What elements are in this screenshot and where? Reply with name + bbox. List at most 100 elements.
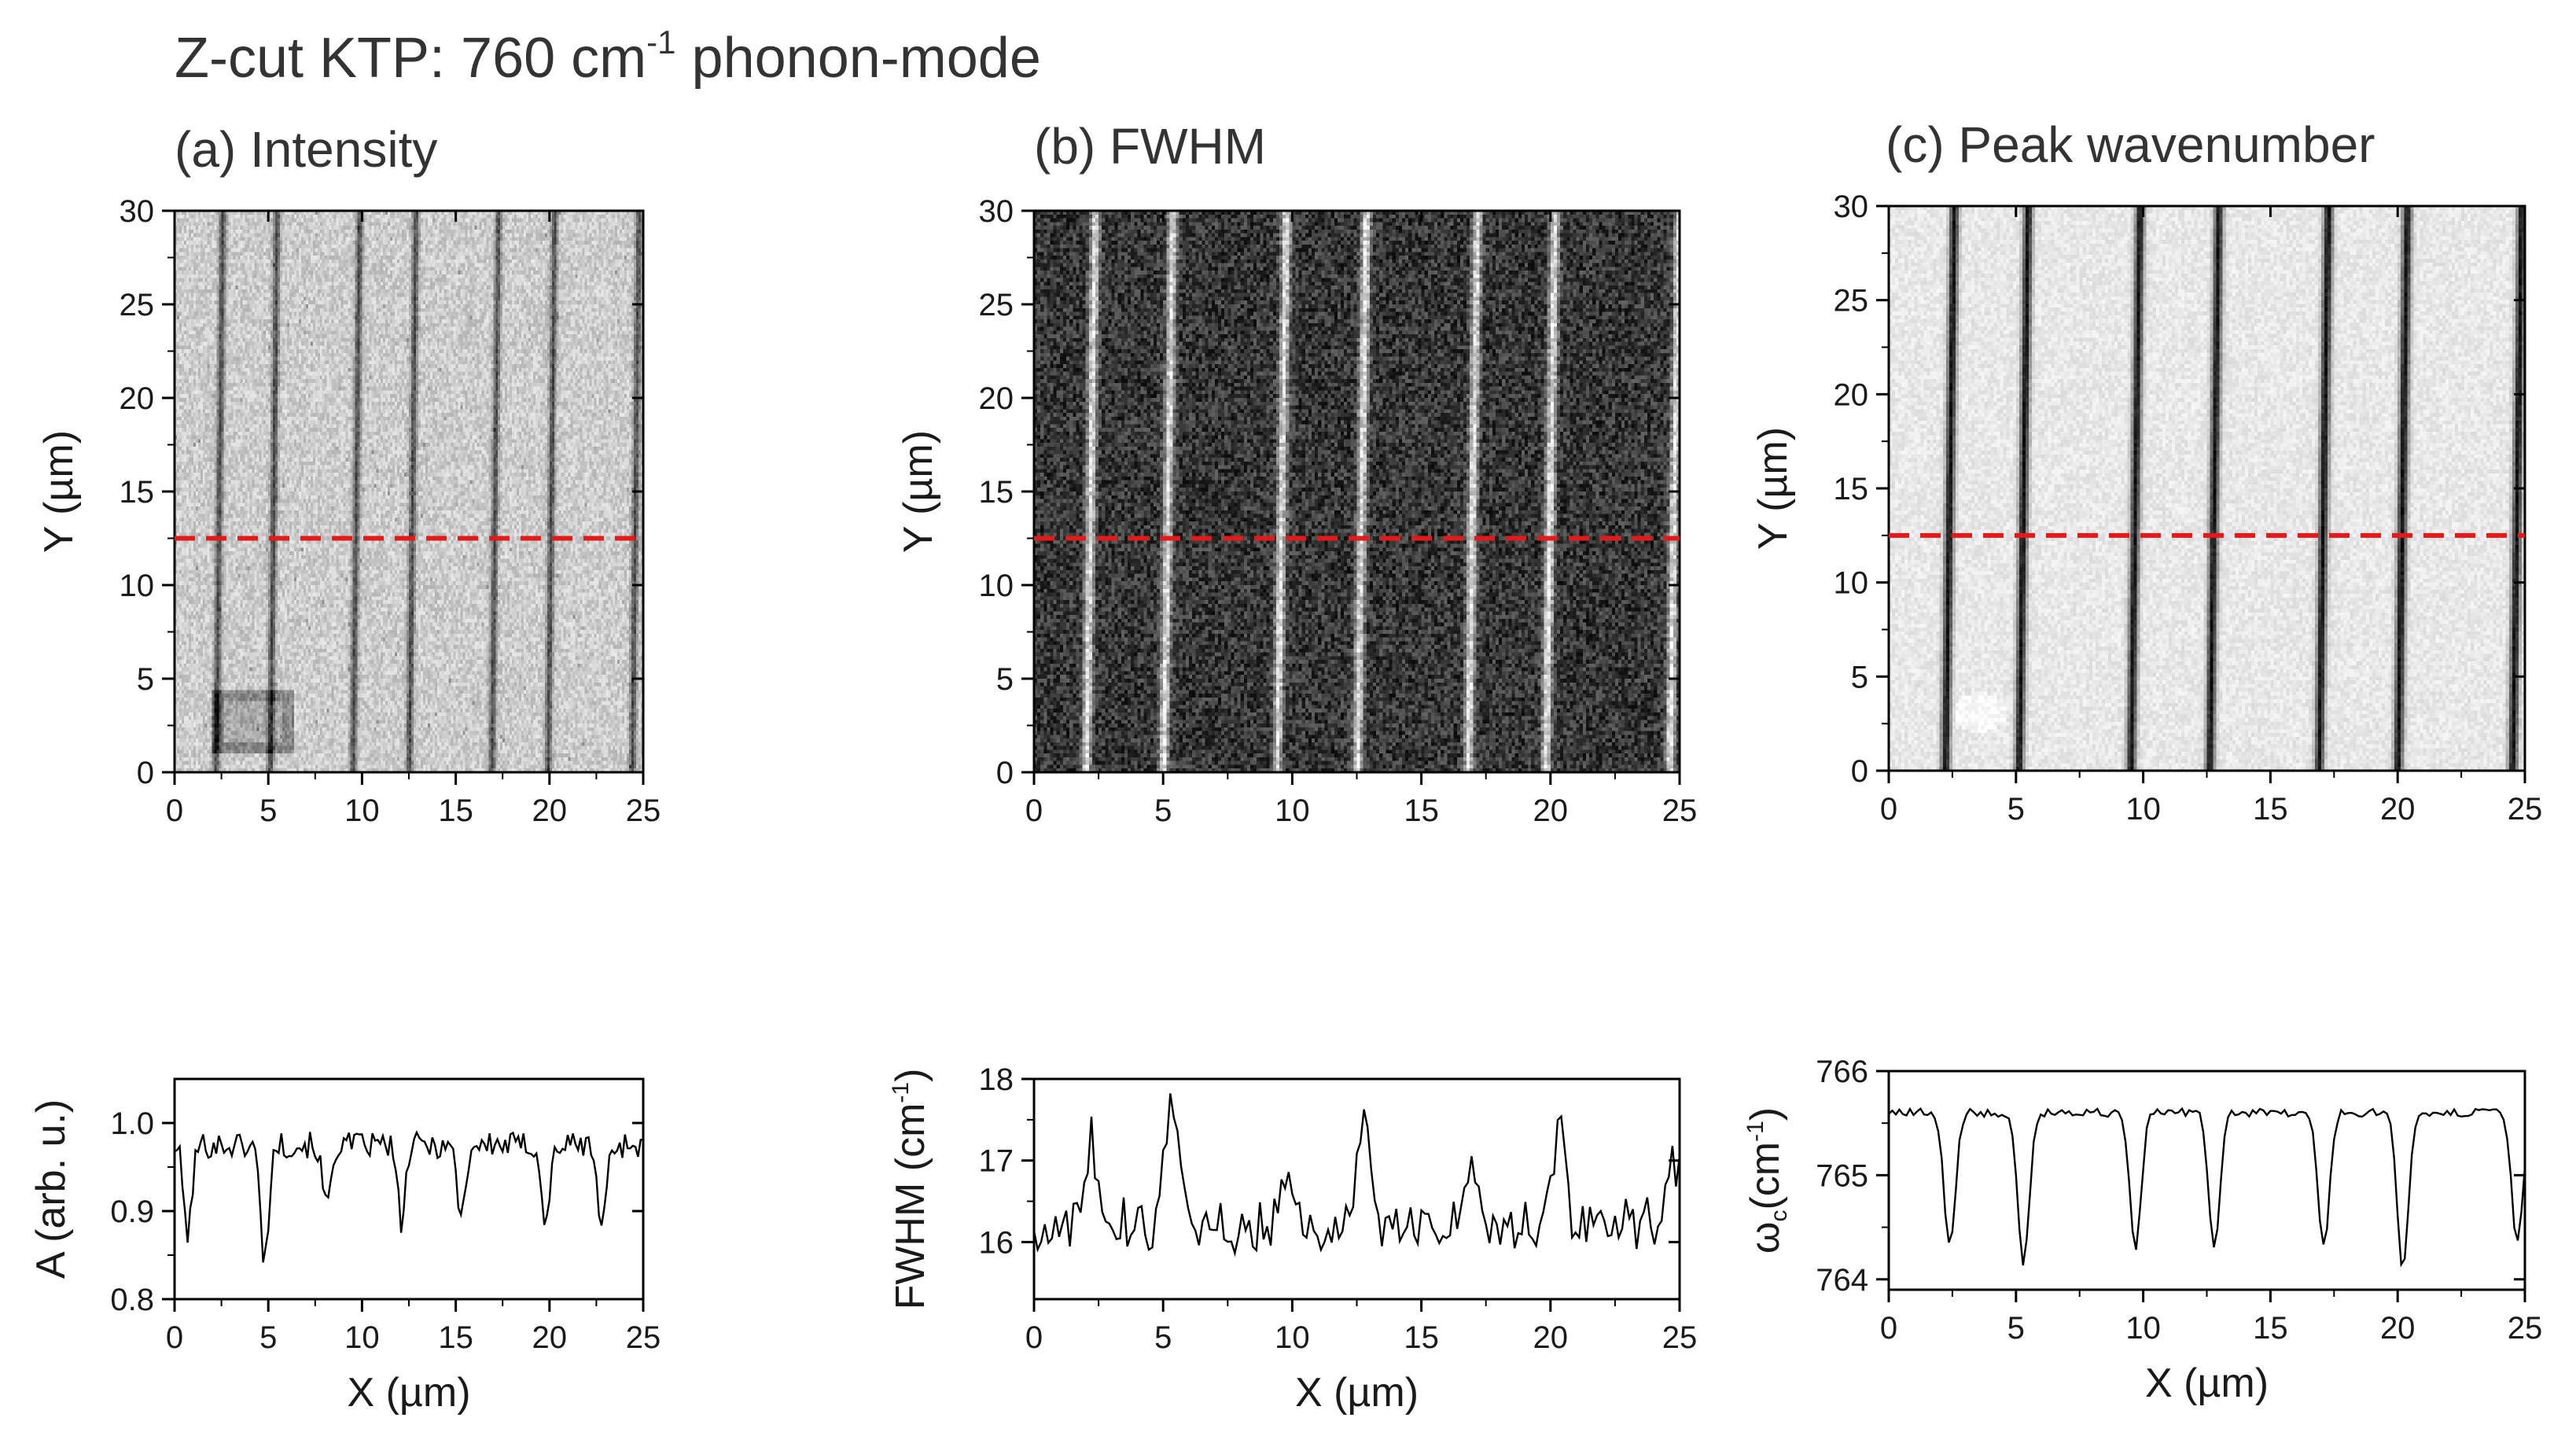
x-tick-label: 15 <box>438 1320 473 1355</box>
x-tick-label: 25 <box>626 1320 661 1355</box>
x-tick-label: 0 <box>1025 793 1043 828</box>
panel-title-a: (a) Intensity <box>175 121 437 178</box>
y-tick-label: 5 <box>996 662 1014 697</box>
x-tick-label: 0 <box>166 1320 183 1355</box>
x-tick-label: 10 <box>2125 792 2161 827</box>
panel-title-b: (b) FWHM <box>1034 118 1266 175</box>
y-tick-label: 10 <box>120 569 155 603</box>
y-tick-label: 765 <box>1816 1158 1868 1193</box>
plot-frame <box>1032 1077 1681 1301</box>
charts-layer: (a) Intensity 0 5 10 15 20 25 0 5 10 15 20 25 30 Y (µm… <box>28 116 2542 1416</box>
y-tick-label: 30 <box>979 194 1014 229</box>
map-image-b <box>1034 211 1680 772</box>
y-tick-label: 764 <box>1816 1263 1868 1298</box>
y-tick-label: 766 <box>1816 1055 1868 1089</box>
figure-title-sup: -1 <box>646 24 675 61</box>
x-tick-label: 15 <box>1404 1320 1439 1355</box>
x-tick-label: 10 <box>1275 1320 1310 1355</box>
x-tick-label: 25 <box>626 793 661 828</box>
x-tick-label: 0 <box>166 793 183 828</box>
y-tick-label: 15 <box>979 475 1014 510</box>
x-tick-label: 10 <box>1275 793 1310 828</box>
y-tick-label: 20 <box>1834 377 1869 412</box>
map-panel-c: (c) Peak wavenumber 0 5 10 15 20 25 0 5 10 15 20 25 3… <box>1750 116 2542 827</box>
y-tick-label: 20 <box>120 381 155 416</box>
x-tick-label: 20 <box>2380 792 2416 827</box>
y-tick-label: 25 <box>979 288 1014 322</box>
y-axis-label: Y (µm) <box>36 430 82 553</box>
y-axis-label: ωc(cm-1) <box>1742 1107 1792 1254</box>
x-axis-label: X (µm) <box>1295 1370 1419 1416</box>
y-axis-label: Y (µm) <box>1750 427 1796 550</box>
profile-series-b <box>1032 1093 1681 1257</box>
x-tick-label: 20 <box>532 1320 568 1355</box>
y-label-end: ) <box>1742 1107 1788 1121</box>
x-tick-label: 5 <box>259 793 277 828</box>
x-tick-label: 5 <box>1154 793 1172 828</box>
profile-panel-b: 0 5 10 15 20 25 16 17 18 X (µm) FWHM (cm-1) <box>888 1062 1697 1416</box>
y-tick-label: 10 <box>979 569 1014 603</box>
x-tick-label: 20 <box>1533 1320 1569 1355</box>
y-tick-label: 18 <box>979 1062 1014 1097</box>
y-tick-label: 0 <box>137 756 154 790</box>
map-panel-a: (a) Intensity 0 5 10 15 20 25 0 5 10 15 20 25 30 Y (µm… <box>36 121 661 828</box>
y-tick-label: 30 <box>1834 190 1869 224</box>
map-panel-b: (b) FWHM 0 5 10 15 20 25 0 5 10 15 20 25 30 Y (µm) <box>896 118 1697 828</box>
y-tick-label: 17 <box>979 1144 1014 1179</box>
y-tick-label: 25 <box>120 288 155 322</box>
x-tick-label: 20 <box>532 793 568 828</box>
y-label-rest: (cm <box>1742 1142 1788 1210</box>
profile-panel-a: 0 5 10 15 20 25 0.8 0.9 1.0 X (µm) A (arb. u.) <box>28 1077 661 1416</box>
y-label-sup: -1 <box>888 1082 914 1103</box>
x-tick-label: 5 <box>2007 1311 2025 1346</box>
y-label-rest: ) <box>888 1069 933 1082</box>
x-tick-label: 10 <box>344 1320 380 1355</box>
y-tick-label: 1.0 <box>110 1106 154 1141</box>
y-tick-label: 30 <box>120 194 155 229</box>
y-tick-label: 16 <box>979 1225 1014 1260</box>
x-tick-label: 15 <box>2253 792 2288 827</box>
figure-title-main: Z-cut KTP: 760 cm <box>175 27 646 90</box>
x-tick-label: 20 <box>1533 793 1569 828</box>
x-axis-label: X (µm) <box>347 1370 470 1416</box>
profile-series-c <box>1888 1106 2526 1268</box>
y-tick-label: 0.9 <box>110 1195 154 1229</box>
x-tick-label: 15 <box>2253 1311 2288 1346</box>
x-tick-label: 10 <box>2125 1311 2161 1346</box>
map-image-c <box>1889 206 2525 771</box>
x-tick-label: 15 <box>438 793 473 828</box>
y-label-main: ω <box>1742 1222 1788 1254</box>
x-tick-label: 25 <box>2508 1311 2543 1346</box>
y-tick-label: 20 <box>979 381 1014 416</box>
y-tick-label: 15 <box>120 475 155 510</box>
figure-title-rest: phonon-mode <box>676 27 1041 90</box>
y-tick-label: 10 <box>1834 566 1869 601</box>
y-axis-label: Y (µm) <box>896 430 941 553</box>
y-tick-label: 25 <box>1834 284 1869 318</box>
figure-title: Z-cut KTP: 760 cm-1 phonon-mode <box>175 24 1041 90</box>
profile-panel-c: 0 5 10 15 20 25 764 765 766 X (µm) ωc(cm-1) <box>1742 1055 2542 1406</box>
map-image-a <box>175 211 643 772</box>
x-tick-label: 25 <box>2508 792 2543 827</box>
x-axis-label: X (µm) <box>2145 1360 2269 1406</box>
profile-series-a <box>174 1130 644 1263</box>
x-tick-label: 0 <box>1025 1320 1043 1355</box>
y-label-sub: c <box>1766 1210 1792 1222</box>
x-tick-label: 15 <box>1404 793 1439 828</box>
y-tick-label: 5 <box>137 662 154 697</box>
x-tick-label: 20 <box>2380 1311 2416 1346</box>
y-label-main: FWHM (cm <box>888 1103 933 1310</box>
y-axis-label: A (arb. u.) <box>28 1099 74 1279</box>
x-tick-label: 5 <box>259 1320 277 1355</box>
y-tick-label: 15 <box>1834 472 1869 506</box>
y-tick-label: 0 <box>996 756 1014 790</box>
y-tick-label: 0.8 <box>110 1283 154 1317</box>
x-tick-label: 10 <box>344 793 380 828</box>
x-tick-label: 0 <box>1880 792 1897 827</box>
panel-title-c: (c) Peak wavenumber <box>1886 116 2375 173</box>
y-label-main: A (arb. u.) <box>28 1099 74 1279</box>
x-tick-label: 5 <box>1154 1320 1172 1355</box>
x-tick-label: 0 <box>1880 1311 1897 1346</box>
x-tick-label: 25 <box>1662 1320 1698 1355</box>
plot-frame <box>173 1077 645 1301</box>
